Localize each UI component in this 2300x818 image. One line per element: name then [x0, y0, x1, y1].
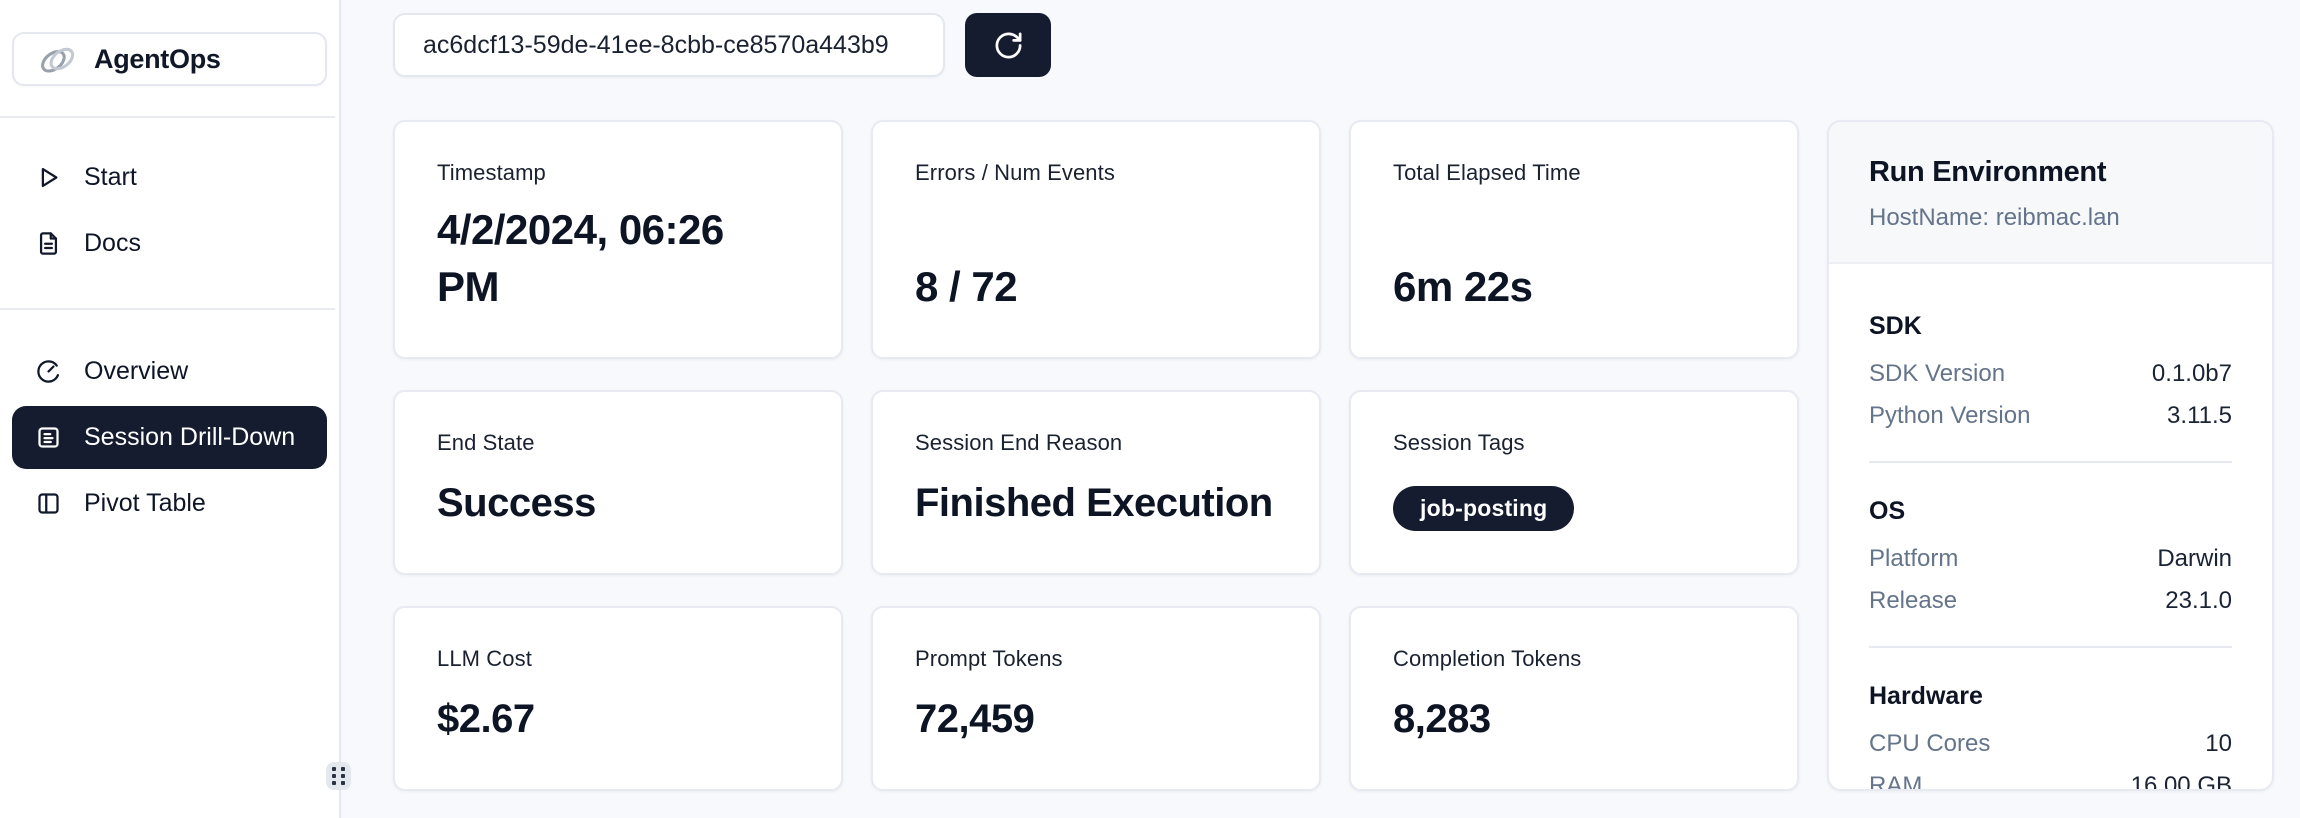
main-content: Timestamp 4/2/2024, 06:26 PM Errors / Nu… [341, 0, 2300, 818]
sidebar-item-label: Docs [84, 229, 141, 257]
card-label: Completion Tokens [1393, 646, 1582, 671]
sidebar-item-label: Pivot Table [84, 489, 206, 517]
card-value: 8,283 [1393, 697, 1491, 742]
card-label: Session Tags [1393, 430, 1525, 455]
sidebar-spacer [12, 310, 327, 340]
card-label: Timestamp [437, 160, 546, 185]
env-row-value: Darwin [2157, 545, 2232, 572]
card-value: 6m 22s [1393, 262, 1533, 310]
gauge-icon [37, 360, 60, 383]
env-row: SDK Version 0.1.0b7 [1869, 353, 2232, 395]
sidebar-item-overview[interactable]: Overview [12, 340, 327, 403]
run-environment-body: SDK SDK Version 0.1.0b7 Python Version 3… [1829, 264, 2272, 791]
run-environment-header: Run Environment HostName: reibmac.lan [1829, 122, 2272, 264]
refresh-button[interactable] [965, 13, 1051, 77]
card-total-elapsed-time: Total Elapsed Time 6m 22s [1349, 120, 1799, 359]
sidebar-item-session-drill-down[interactable]: Session Drill-Down [12, 406, 327, 469]
toolbar [393, 13, 2275, 77]
env-row-label: CPU Cores [1869, 730, 1991, 757]
sidebar-item-label: Start [84, 163, 137, 191]
env-row: CPU Cores 10 [1869, 723, 2232, 765]
card-end-state: End State Success [393, 390, 843, 575]
env-row-value: 10 [2205, 730, 2232, 757]
stats-grid: Timestamp 4/2/2024, 06:26 PM Errors / Nu… [393, 120, 2275, 791]
card-value: Finished Execution [915, 481, 1273, 526]
hostname-text: HostName: reibmac.lan [1869, 204, 2120, 231]
refresh-icon [995, 32, 1021, 58]
section-heading: OS [1869, 497, 1906, 525]
env-row-label: RAM [1869, 772, 1923, 791]
sidebar-divider [0, 116, 335, 118]
section-heading: SDK [1869, 312, 1922, 340]
card-prompt-tokens: Prompt Tokens 72,459 [871, 606, 1321, 791]
env-row-label: Python Version [1869, 402, 2031, 429]
card-value: Success [437, 481, 596, 526]
card-value: 72,459 [915, 697, 1035, 742]
env-row-value: 3.11.5 [2167, 402, 2232, 429]
section-sdk: SDK SDK Version 0.1.0b7 Python Version 3… [1869, 278, 2232, 437]
card-value: $2.67 [437, 697, 535, 742]
run-environment-title: Run Environment [1869, 156, 2107, 188]
card-timestamp: Timestamp 4/2/2024, 06:26 PM [393, 120, 843, 359]
card-label: Errors / Num Events [915, 160, 1115, 185]
env-row-label: SDK Version [1869, 360, 2006, 387]
brand-name: AgentOps [94, 43, 221, 74]
sidebar-resize-handle[interactable] [326, 762, 351, 790]
env-row-value: 16.00 GB [2130, 772, 2232, 791]
sidebar-spacer [12, 278, 327, 308]
session-id-input[interactable] [393, 13, 945, 77]
section-hardware: Hardware CPU Cores 10 RAM 16.00 GB [1869, 646, 2232, 791]
sidebar-divider [0, 308, 335, 310]
env-row: RAM 16.00 GB [1869, 765, 2232, 791]
card-completion-tokens: Completion Tokens 8,283 [1349, 606, 1799, 791]
card-label: Session End Reason [915, 430, 1123, 455]
card-label: End State [437, 430, 535, 455]
sidebar-item-docs[interactable]: Docs [12, 212, 327, 275]
brand-logo[interactable]: AgentOps [12, 32, 327, 86]
env-row-value: 0.1.0b7 [2151, 360, 2232, 387]
card-session-end-reason: Session End Reason Finished Execution [871, 390, 1321, 575]
sidebar-item-pivot-table[interactable]: Pivot Table [12, 472, 327, 535]
card-session-tags: Session Tags job-posting [1349, 390, 1799, 575]
env-row-value: 23.1.0 [2165, 587, 2232, 614]
env-row-label: Platform [1869, 545, 1959, 572]
sidebar-item-label: Session Drill-Down [84, 423, 296, 451]
scroll-text-icon [38, 427, 59, 448]
env-row-label: Release [1869, 587, 1958, 614]
card-label: LLM Cost [437, 646, 532, 671]
section-heading: Hardware [1869, 682, 1983, 710]
card-label: Prompt Tokens [915, 646, 1063, 671]
card-llm-cost: LLM Cost $2.67 [393, 606, 843, 791]
sidebar-item-label: Overview [84, 357, 189, 385]
env-row: Release 23.1.0 [1869, 580, 2232, 622]
sidebar-item-start[interactable]: Start [12, 146, 327, 209]
env-row: Python Version 3.11.5 [1869, 395, 2232, 437]
play-icon [41, 167, 58, 188]
sidebar-nav: Start Docs Overview [0, 146, 335, 535]
file-text-icon [39, 232, 58, 255]
panel-left-icon [38, 493, 59, 514]
card-label: Total Elapsed Time [1393, 160, 1581, 185]
agentops-loops-icon [41, 47, 75, 73]
env-row: Platform Darwin [1869, 538, 2232, 580]
section-os: OS Platform Darwin Release 23.1.0 [1869, 461, 2232, 622]
run-environment-panel: Run Environment HostName: reibmac.lan SD… [1827, 120, 2274, 791]
session-tag-badge: job-posting [1393, 486, 1575, 531]
card-value: 4/2/2024, 06:26 PM [437, 206, 724, 310]
card-errors-num-events: Errors / Num Events 8 / 72 [871, 120, 1321, 359]
sidebar: AgentOps Start Docs [0, 0, 341, 818]
card-value: 8 / 72 [915, 262, 1018, 310]
